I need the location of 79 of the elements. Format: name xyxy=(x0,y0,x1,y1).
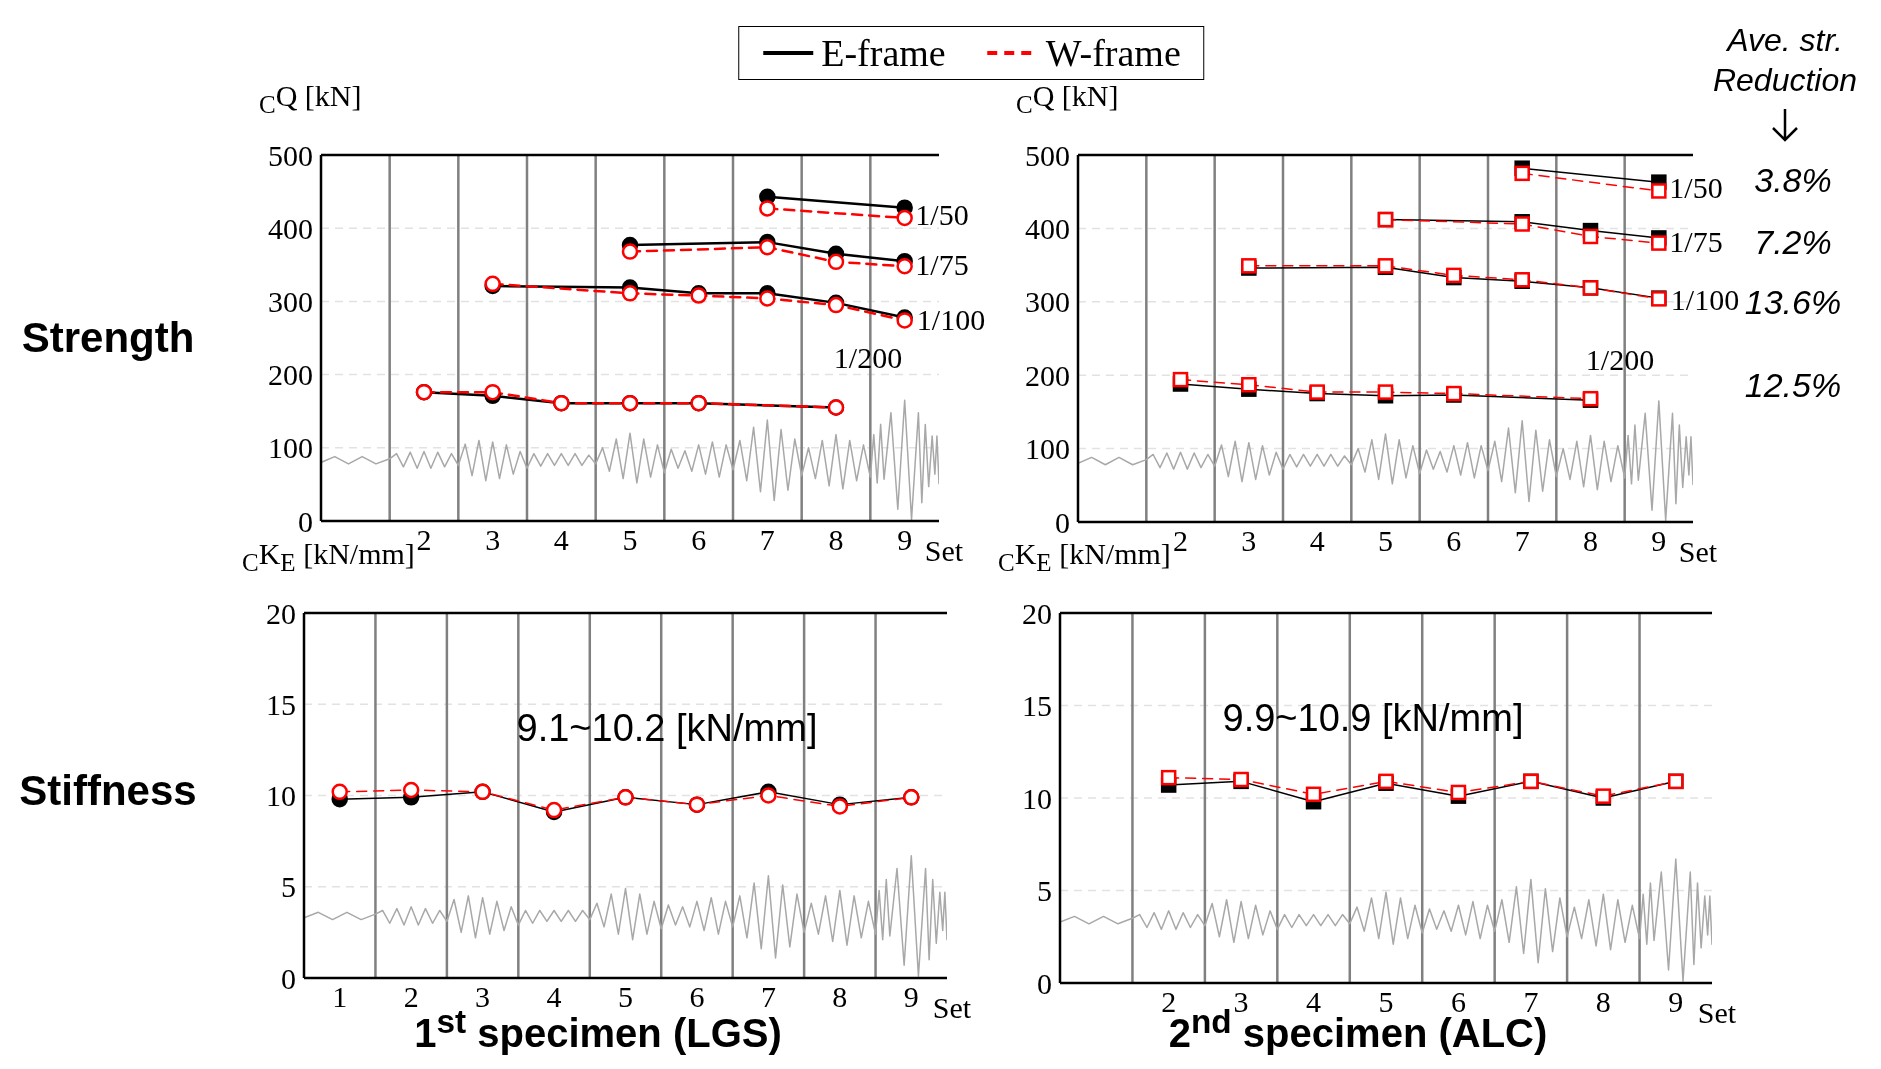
y-tick-label: 200 xyxy=(1025,358,1070,392)
y-tick-label: 20 xyxy=(1022,596,1052,630)
x-tick-label: 3 xyxy=(475,980,491,1014)
annotation: 9.9~10.9 [kN/mm] xyxy=(1222,696,1524,739)
legend-label: E-frame xyxy=(821,31,946,75)
x-tick-label: 3 xyxy=(1233,985,1249,1019)
x-tick-label: 5 xyxy=(1378,985,1394,1019)
x-tick-label: 8 xyxy=(1583,524,1598,558)
x-tick-label: 3 xyxy=(1241,524,1257,558)
annotation: 1/200 xyxy=(1585,343,1655,376)
y-tick-label: 0 xyxy=(1055,505,1070,539)
y-tick-label: 300 xyxy=(1025,285,1070,319)
annotation: 1/50 xyxy=(1669,171,1723,204)
x-tick-label: 9 xyxy=(897,523,913,557)
y-axis-title: $_{C}$Q [kN] xyxy=(1016,79,1119,118)
y-tick-label: 15 xyxy=(1022,689,1052,723)
x-tick-label: 5 xyxy=(622,523,638,557)
x-tick-label: 7 xyxy=(1514,524,1530,558)
y-tick-label: 10 xyxy=(1022,781,1052,815)
x-tick-label: 9 xyxy=(903,980,919,1014)
x-tick-label: 6 xyxy=(689,980,705,1014)
x-tick-label: 2 xyxy=(1173,524,1188,558)
x-tick-label: 7 xyxy=(759,523,775,557)
text: 7.2% xyxy=(1754,222,1832,261)
y-tick-label: 300 xyxy=(268,285,313,319)
x-tick-label: 6 xyxy=(1446,524,1462,558)
y-tick-label: 200 xyxy=(268,358,313,392)
text: 12.5% xyxy=(1744,365,1842,404)
x-tick-label: 8 xyxy=(832,980,848,1014)
x-tick-label: 5 xyxy=(1378,524,1393,558)
y-axis-title: $_{C}$K$_{E}$ [kN/mm] xyxy=(242,537,415,576)
x-axis-title: Set xyxy=(1678,535,1718,568)
x-tick-label: 7 xyxy=(760,980,776,1014)
x-tick-label: 2 xyxy=(403,980,419,1014)
annotation: 1/75 xyxy=(1669,225,1723,258)
y-tick-label: 400 xyxy=(268,211,313,245)
y-tick-label: 500 xyxy=(1025,138,1070,172)
annotation: 1/100 xyxy=(916,303,986,336)
annotation: 1/75 xyxy=(915,248,969,281)
x-tick-label: 1 xyxy=(332,980,348,1014)
y-tick-label: 0 xyxy=(298,504,313,538)
x-tick-label: 4 xyxy=(1306,985,1322,1019)
y-tick-label: 0 xyxy=(1037,966,1052,1000)
y-tick-label: 100 xyxy=(1025,432,1070,466)
text: Ave. str. Reduction xyxy=(1712,22,1858,98)
annotation: 9.1~10.2 [kN/mm] xyxy=(516,706,818,749)
x-tick-label: 4 xyxy=(546,980,562,1014)
x-axis-title: Set xyxy=(924,534,964,567)
x-axis-title: Set xyxy=(1697,996,1737,1029)
text: Strength xyxy=(21,314,195,361)
x-tick-label: 4 xyxy=(553,523,569,557)
y-tick-label: 400 xyxy=(1025,212,1070,246)
annotation: 1/100 xyxy=(1670,283,1740,316)
x-tick-label: 5 xyxy=(618,980,633,1014)
y-tick-label: 0 xyxy=(281,961,296,995)
x-tick-label: 9 xyxy=(1651,524,1667,558)
y-axis-title: $_{C}$Q [kN] xyxy=(259,79,362,118)
x-tick-label: 4 xyxy=(1309,524,1325,558)
text: 13.6% xyxy=(1744,282,1842,321)
y-tick-label: 20 xyxy=(266,596,296,630)
text: 3.8% xyxy=(1754,160,1832,199)
y-tick-label: 500 xyxy=(268,138,313,172)
x-axis-title: Set xyxy=(932,991,972,1024)
x-tick-label: 8 xyxy=(1595,985,1611,1019)
x-tick-label: 9 xyxy=(1668,985,1684,1019)
legend-label: W-frame xyxy=(1045,31,1181,75)
y-axis-title: $_{C}$K$_{E}$ [kN/mm] xyxy=(998,537,1171,576)
annotation: 1/200 xyxy=(833,341,903,374)
y-tick-label: 15 xyxy=(266,687,296,721)
text: Stiffness xyxy=(19,767,197,814)
annotation: 1/50 xyxy=(915,198,969,231)
y-tick-label: 10 xyxy=(266,779,296,813)
y-tick-label: 5 xyxy=(281,870,296,904)
x-tick-label: 3 xyxy=(485,523,501,557)
y-tick-label: 5 xyxy=(1037,874,1052,908)
x-tick-label: 2 xyxy=(416,523,432,557)
x-tick-label: 8 xyxy=(828,523,844,557)
y-tick-label: 100 xyxy=(268,431,313,465)
x-tick-label: 6 xyxy=(691,523,707,557)
